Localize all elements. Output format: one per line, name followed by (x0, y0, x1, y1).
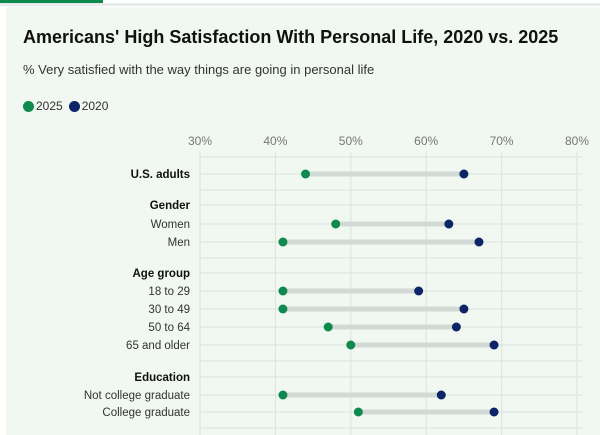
legend-item-2020: 2020 (68, 99, 109, 113)
point-2020 (489, 340, 499, 350)
x-tick-label: 80% (565, 134, 589, 148)
point-2025 (323, 322, 333, 332)
row-group-label: Age group (133, 268, 191, 280)
chart-title: Americans' High Satisfaction With Person… (23, 27, 559, 47)
row-group-label: Education (134, 372, 190, 384)
row-label: Women (151, 219, 190, 231)
row-label: College graduate (102, 407, 190, 419)
row-label: 30 to 49 (148, 304, 190, 316)
row-label: Men (168, 237, 190, 249)
point-2025 (301, 169, 311, 179)
top-divider (0, 3, 600, 6)
x-tick-label: 60% (414, 134, 438, 148)
chart-card (6, 7, 600, 435)
x-tick-label: 50% (339, 134, 363, 148)
x-tick-label: 40% (263, 134, 287, 148)
point-2025 (331, 219, 341, 229)
point-2020 (436, 390, 446, 400)
legend-label-2025: 2025 (36, 99, 63, 113)
point-2025 (278, 237, 288, 247)
point-2020 (451, 322, 461, 332)
point-2020 (414, 286, 424, 296)
row-label: 18 to 29 (148, 286, 190, 298)
point-2020 (444, 219, 454, 229)
legend-label-2020: 2020 (81, 99, 109, 113)
row-group-label: U.S. adults (131, 169, 190, 181)
legend-dot-2020 (68, 100, 80, 112)
point-2025 (346, 340, 356, 350)
row-group-label: Gender (150, 200, 191, 212)
point-2020 (459, 169, 469, 179)
legend-item-2025: 2025 (23, 99, 63, 113)
row-label: Not college graduate (84, 390, 190, 402)
point-2020 (489, 407, 499, 417)
point-2025 (278, 304, 288, 314)
x-tick-label: 70% (490, 134, 514, 148)
point-2025 (278, 286, 288, 296)
point-2020 (474, 237, 484, 247)
row-label: 50 to 64 (148, 322, 190, 334)
point-2025 (278, 390, 288, 400)
top-accent-bar (0, 0, 103, 3)
chart-subtitle: % Very satisfied with the way things are… (23, 62, 375, 77)
x-tick-label: 30% (188, 134, 212, 148)
point-2025 (353, 407, 363, 417)
row-label: 65 and older (126, 340, 190, 352)
legend: 2025 2020 (23, 99, 108, 113)
point-2020 (459, 304, 469, 314)
legend-dot-2025 (23, 100, 34, 112)
